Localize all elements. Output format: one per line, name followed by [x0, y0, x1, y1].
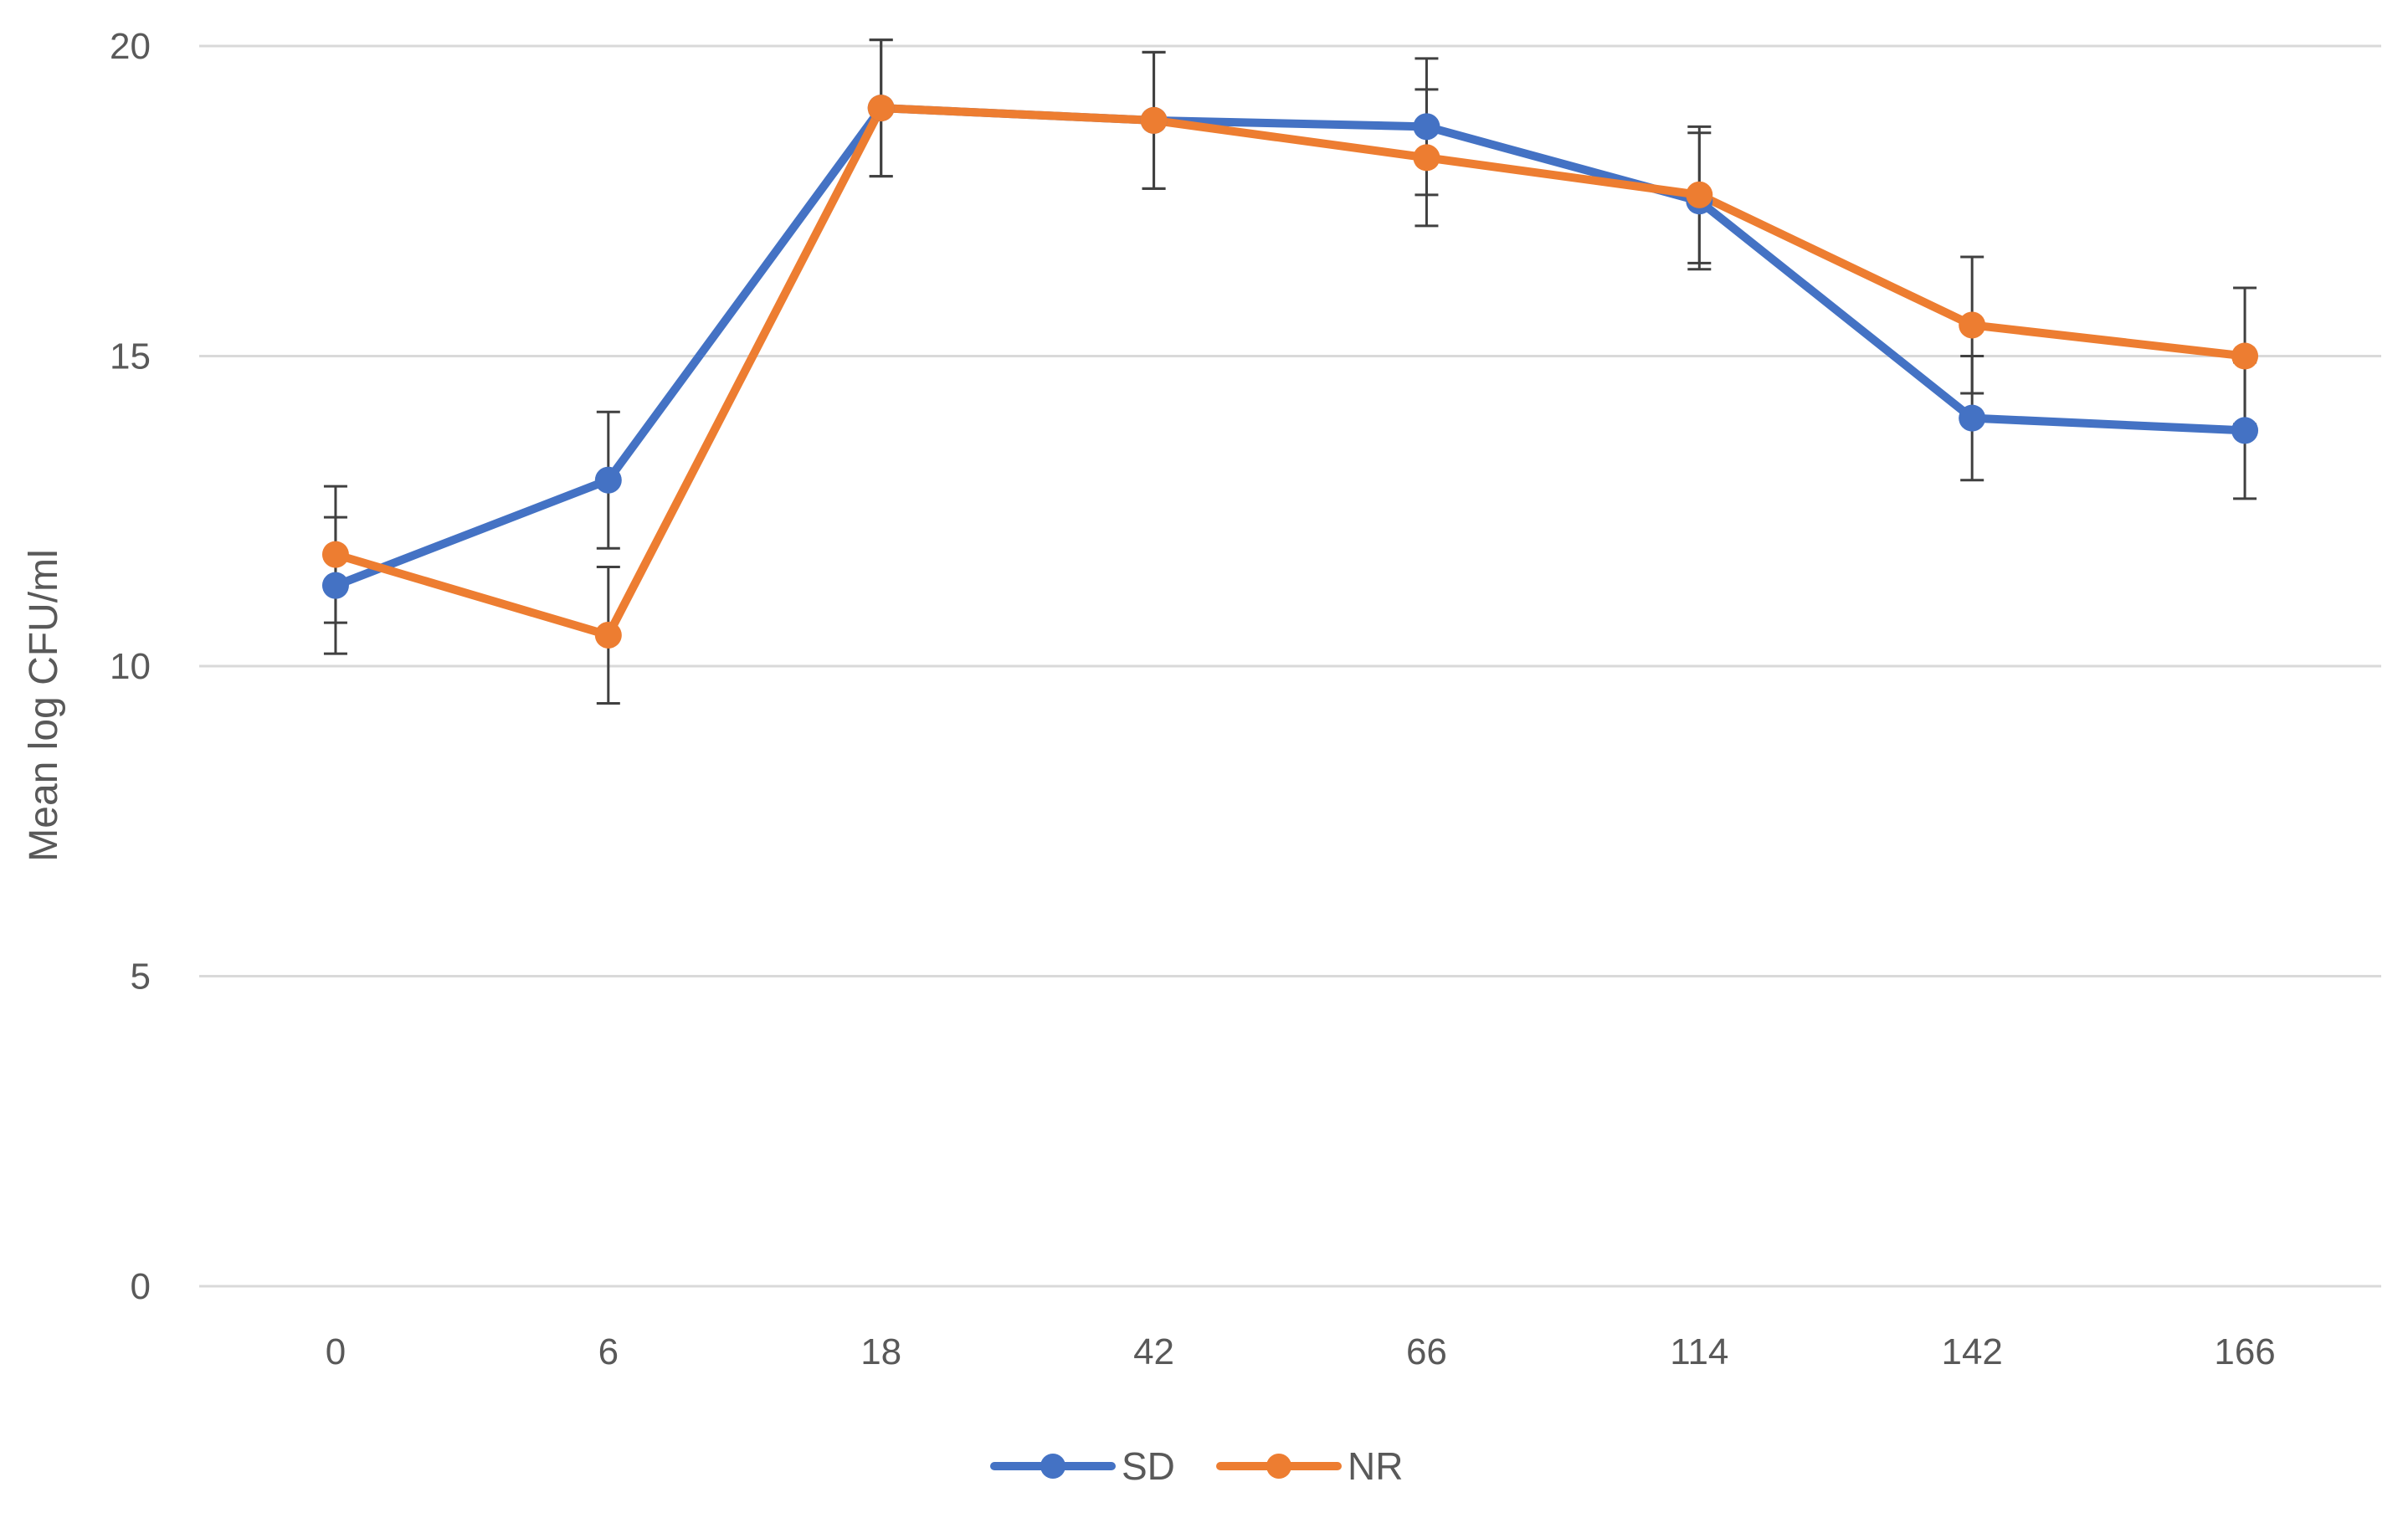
- data-point-SD-66: [1413, 113, 1440, 141]
- y-tick-label-0: 0: [131, 1266, 151, 1307]
- x-tick-label-66: 66: [1406, 1331, 1447, 1372]
- y-tick-label-5: 5: [131, 957, 151, 998]
- x-tick-label-114: 114: [1670, 1331, 1728, 1372]
- series-line-SD: [331, 104, 2250, 590]
- legend-label-SD: SD: [1122, 1444, 1175, 1488]
- legend-swatch-marker: [1266, 1454, 1291, 1479]
- series-line-NR: [331, 104, 2250, 639]
- x-tick-label-166: 166: [2214, 1331, 2275, 1372]
- data-point-SD-142: [1959, 404, 1986, 432]
- data-point-SD-166: [2231, 417, 2259, 444]
- legend-label-NR: NR: [1348, 1444, 1403, 1488]
- data-point-NR-6: [594, 621, 622, 649]
- legend-item-NR: NR: [1216, 1444, 1403, 1488]
- y-tick-label-15: 15: [110, 336, 151, 377]
- y-tick-label-10: 10: [110, 646, 151, 687]
- legend: SD NR: [990, 1444, 1403, 1488]
- series-lines: [331, 104, 2250, 639]
- data-point-NR-166: [2231, 342, 2259, 370]
- x-tick-label-6: 6: [598, 1331, 619, 1372]
- data-point-NR-66: [1413, 144, 1440, 172]
- y-tick-label-20: 20: [110, 26, 151, 67]
- legend-item-SD: SD: [990, 1444, 1175, 1488]
- x-tick-label-42: 42: [1133, 1331, 1174, 1372]
- gridlines: [199, 44, 2381, 1288]
- x-tick-label-0: 0: [326, 1331, 346, 1372]
- data-point-SD-0: [321, 572, 349, 599]
- y-axis-title: Mean log CFU/ml: [22, 549, 66, 861]
- x-axis-ticks: 0 6 18 42 66 114 142 166: [326, 1331, 2276, 1372]
- data-points: [321, 95, 2259, 649]
- data-point-NR-0: [321, 541, 349, 568]
- data-point-NR-42: [1140, 106, 1168, 134]
- y-axis-ticks: 0 5 10 15 20: [110, 26, 151, 1307]
- data-point-SD-6: [594, 466, 622, 494]
- x-tick-label-142: 142: [1941, 1331, 2002, 1372]
- legend-swatch-marker: [1040, 1454, 1065, 1479]
- data-point-NR-18: [867, 95, 895, 122]
- data-point-NR-142: [1959, 311, 1986, 339]
- x-tick-label-18: 18: [860, 1331, 901, 1372]
- data-point-NR-114: [1686, 181, 1713, 208]
